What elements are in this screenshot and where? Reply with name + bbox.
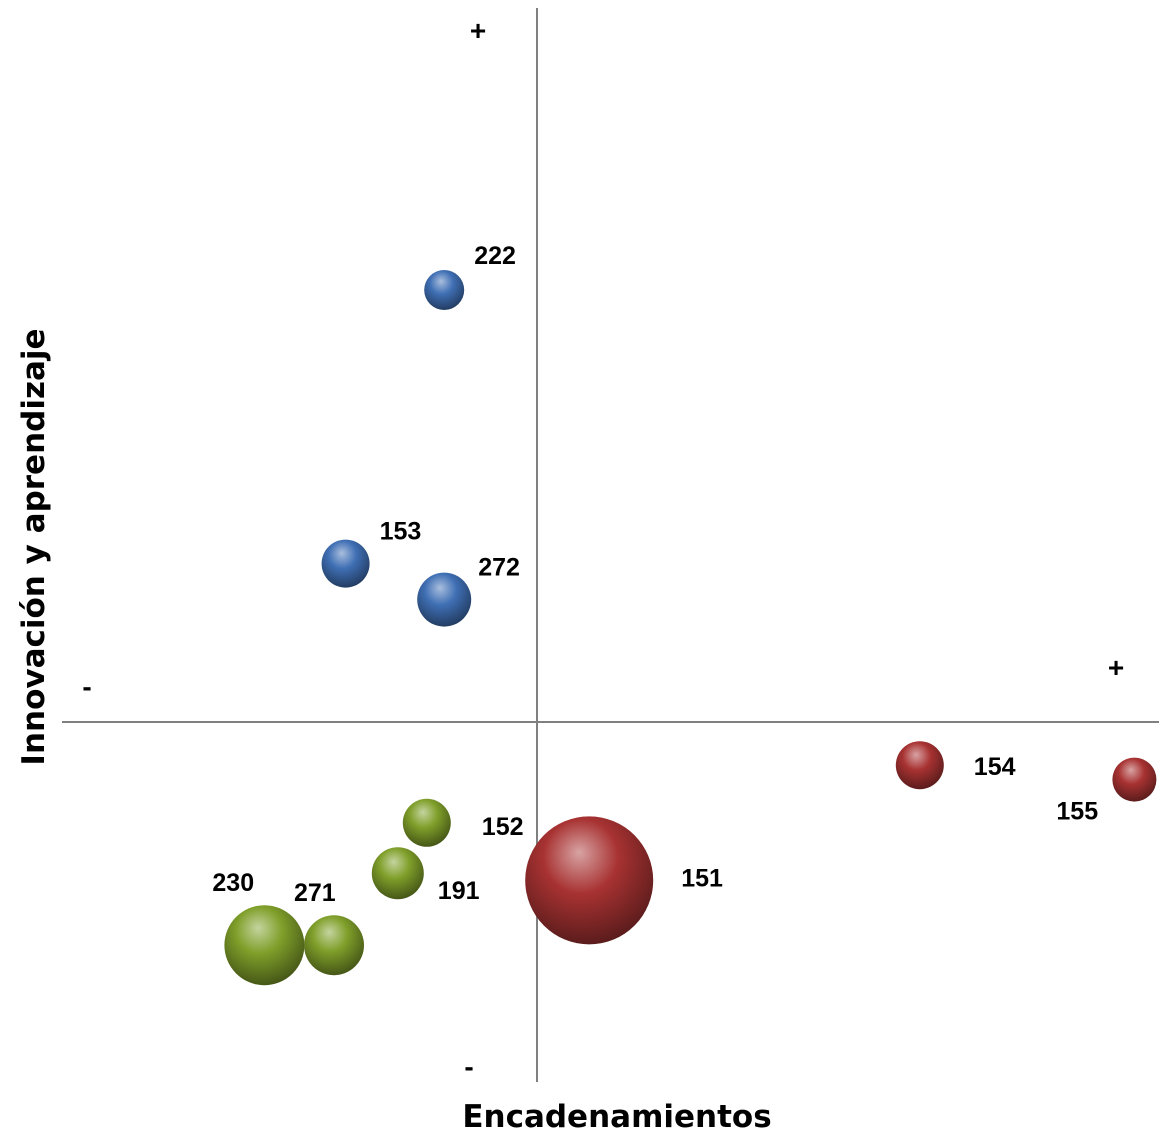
bubble-label-153: 153 [380,518,422,546]
y-axis-title: Innovación y aprendizaje [16,328,52,765]
bubble-label-154: 154 [974,753,1016,781]
bubble-label-155: 155 [1056,798,1098,826]
bubble-271 [304,915,364,976]
bubble-label-230: 230 [212,869,254,897]
bubble-labels-layer: 222 153 272 152 191 230 271 151 154 155 [212,242,1098,907]
x-axis-negative-sign: - [82,671,91,702]
y-axis-negative-sign: - [464,1051,473,1082]
bubble-152 [402,798,451,847]
bubble-155 [1112,757,1157,802]
bubble-label-151: 151 [681,864,723,892]
bubble-label-271: 271 [294,879,336,907]
bubbles-layer [224,270,1157,986]
bubble-label-152: 152 [482,813,524,841]
bubble-label-191: 191 [438,877,480,905]
bubble-191 [371,847,424,900]
bubble-153 [321,539,370,588]
bubble-272 [417,572,472,627]
bubble-230 [224,905,305,986]
x-axis-positive-sign: + [1108,652,1124,683]
bubble-label-272: 272 [478,554,520,582]
bubble-label-222: 222 [474,242,516,270]
bubble-154 [895,741,944,790]
x-axis-title: Encadenamientos [462,1099,771,1135]
y-axis-positive-sign: + [470,15,486,46]
bubble-151 [525,816,654,945]
bubble-222 [424,270,465,310]
